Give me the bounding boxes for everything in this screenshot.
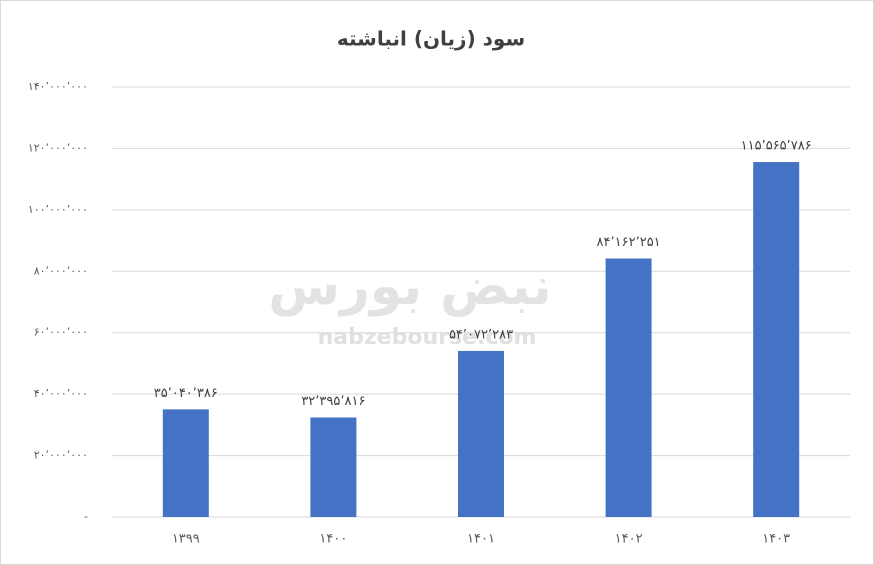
y-tick-label: ۴۰٬۰۰۰٬۰۰۰ (34, 387, 88, 400)
watermark-url: nabzebourse.com (318, 325, 537, 350)
y-tick-label: ۲۰٬۰۰۰٬۰۰۰ (34, 449, 88, 462)
watermark-logo: نبض بورس (268, 257, 552, 317)
y-tick-label: ۱۰۰٬۰۰۰٬۰۰۰ (28, 203, 88, 216)
y-tick-label: ۱۲۰٬۰۰۰٬۰۰۰ (28, 141, 88, 154)
value-label: ۳۲٬۳۹۵٬۸۱۶ (301, 394, 365, 409)
bar (753, 162, 800, 517)
chart-title: سود (زیان) انباشته (337, 27, 525, 51)
y-tick-label: ۱۴۰٬۰۰۰٬۰۰۰ (28, 80, 88, 93)
x-tick-label: ۱۴۰۰ (319, 532, 347, 547)
bar (162, 409, 209, 517)
value-label: ۳۵٬۰۴۰٬۳۸۶ (154, 386, 218, 401)
bar (458, 350, 504, 517)
x-tick-label: ۱۴۰۳ (762, 532, 790, 547)
bar (310, 417, 357, 517)
y-tick-label: ۸۰٬۰۰۰٬۰۰۰ (34, 264, 88, 277)
x-tick-label: ۱۴۰۱ (467, 532, 495, 547)
value-label: ۸۴٬۱۶۲٬۲۵۱ (597, 235, 661, 250)
y-tick-label: ۶۰٬۰۰۰٬۰۰۰ (34, 326, 88, 339)
y-tick-label: - (84, 510, 88, 523)
value-label: ۵۴٬۰۷۲٬۲۸۳ (449, 327, 513, 342)
x-tick-label: ۱۳۹۹ (172, 532, 200, 547)
value-label: ۱۱۵٬۵۶۵٬۷۸۶ (741, 139, 812, 154)
bar (605, 258, 652, 517)
x-tick-label: ۱۴۰۲ (615, 532, 643, 547)
